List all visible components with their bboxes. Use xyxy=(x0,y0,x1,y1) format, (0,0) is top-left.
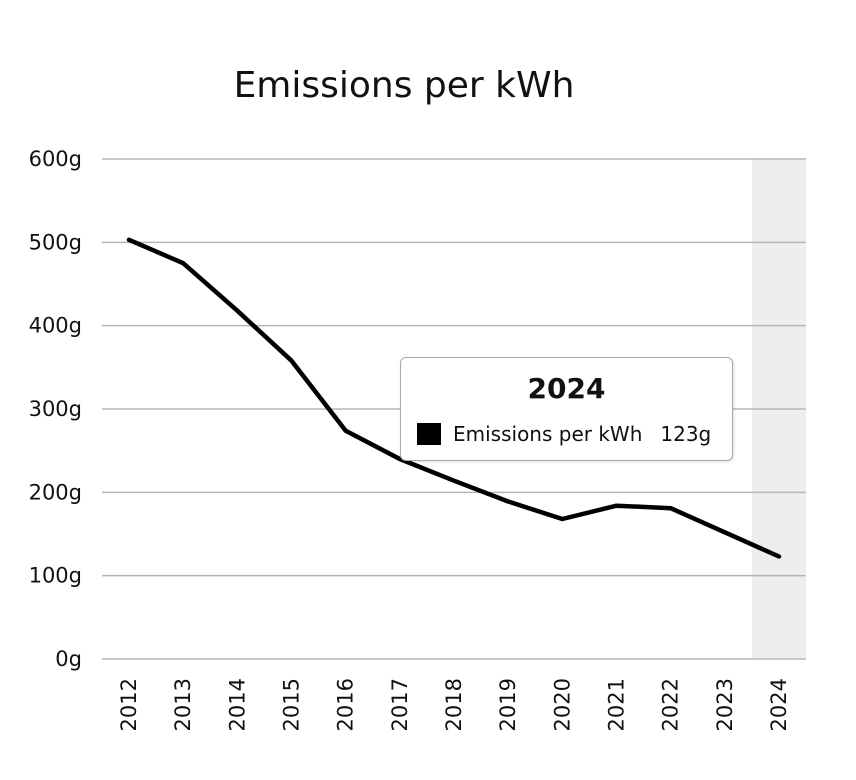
x-tick-label: 2018 xyxy=(442,678,466,731)
x-tick-label: 2017 xyxy=(388,678,412,731)
chart-title: Emissions per kWh xyxy=(234,65,575,106)
y-tick-label: 600g xyxy=(29,147,82,171)
y-tick-label: 300g xyxy=(29,397,82,421)
y-axis-ticks: 0g 100g 200g 300g 400g 500g 600g xyxy=(29,147,82,671)
y-tick-label: 500g xyxy=(29,230,82,254)
x-tick-label: 2024 xyxy=(767,678,791,731)
x-axis-ticks: 2012 2013 2014 2015 2016 2017 2018 2019 2020 2021… xyxy=(117,678,791,731)
y-tick-label: 200g xyxy=(29,480,82,504)
y-tick-label: 100g xyxy=(29,564,82,588)
x-tick-label: 2020 xyxy=(550,678,574,731)
tooltip-row: Emissions per kWh 123g xyxy=(417,422,711,446)
x-tick-label: 2015 xyxy=(280,678,304,731)
x-tick-label: 2019 xyxy=(496,678,520,731)
hover-tooltip: 2024 Emissions per kWh 123g xyxy=(400,357,733,461)
tooltip-value: 123g xyxy=(660,422,712,446)
x-tick-label: 2023 xyxy=(713,678,737,731)
y-tick-label: 400g xyxy=(29,314,82,338)
x-tick-label: 2012 xyxy=(117,678,141,731)
tooltip-series-name: Emissions per kWh xyxy=(453,422,643,446)
tooltip-title: 2024 xyxy=(527,372,606,405)
gridlines xyxy=(102,158,806,660)
x-tick-label: 2013 xyxy=(171,678,195,731)
tooltip-series-swatch xyxy=(417,423,441,445)
x-tick-label: 2014 xyxy=(225,678,249,731)
series-lines xyxy=(126,237,782,559)
x-tick-label: 2022 xyxy=(659,678,683,731)
y-tick-label: 0g xyxy=(55,647,82,671)
x-tick-label: 2021 xyxy=(605,678,629,731)
series-line-0 xyxy=(126,237,782,559)
x-tick-label: 2016 xyxy=(334,678,358,731)
